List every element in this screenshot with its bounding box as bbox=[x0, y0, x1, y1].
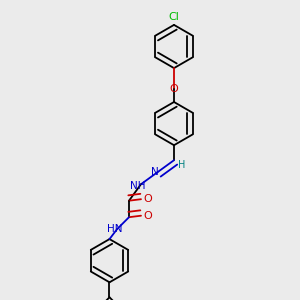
Text: Cl: Cl bbox=[169, 12, 179, 22]
Text: O: O bbox=[143, 194, 152, 204]
Text: H: H bbox=[178, 160, 185, 170]
Text: O: O bbox=[143, 211, 152, 221]
Text: N: N bbox=[151, 167, 159, 177]
Text: HN: HN bbox=[107, 224, 122, 234]
Text: NH: NH bbox=[130, 181, 146, 191]
Text: O: O bbox=[169, 84, 178, 94]
